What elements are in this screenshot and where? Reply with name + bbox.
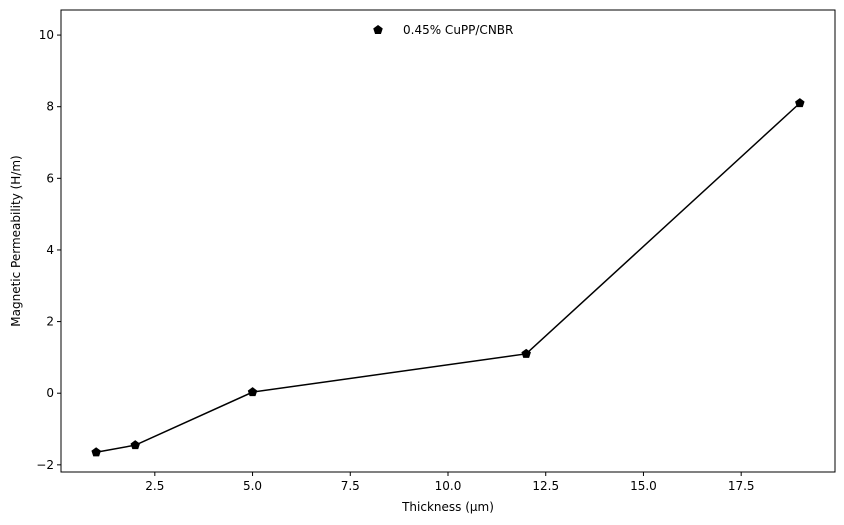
legend: 0.45% CuPP/CNBR [373,23,513,37]
y-tick-label: 10 [39,28,54,42]
x-tick-label: 12.5 [532,479,559,493]
x-tick-label: 2.5 [145,479,164,493]
y-tick-label: 8 [46,100,54,114]
y-axis-label: Magnetic Permeability (H/m) [9,155,23,326]
y-tick-label: −2 [36,458,54,472]
y-tick-label: 6 [46,171,54,185]
y-axis: −2 0 2 4 6 8 10 [36,28,61,472]
legend-marker-shape [373,25,383,35]
series-line [96,102,801,454]
data-point [247,387,258,397]
y-tick-label: 4 [46,243,54,257]
x-axis: 2.5 5.0 7.5 10.0 12.5 15.0 17.5 [145,472,755,493]
data-point [521,348,531,358]
x-axis-label: Thickness (µm) [401,500,494,514]
x-tick-label: 5.0 [243,479,262,493]
x-tick-label: 10.0 [435,479,462,493]
plot-area [60,9,836,473]
x-tick-label: 15.0 [630,479,657,493]
x-tick-label: 7.5 [341,479,360,493]
y-tick-label: 0 [46,386,54,400]
y-tick-label: 2 [46,315,54,329]
x-tick-label: 17.5 [728,479,755,493]
data-point [130,440,141,450]
series-group [91,98,805,457]
data-point [795,98,805,108]
legend-marker [373,25,383,35]
data-point [91,447,101,457]
legend-label: 0.45% CuPP/CNBR [403,23,513,37]
axes-frame [60,9,836,473]
